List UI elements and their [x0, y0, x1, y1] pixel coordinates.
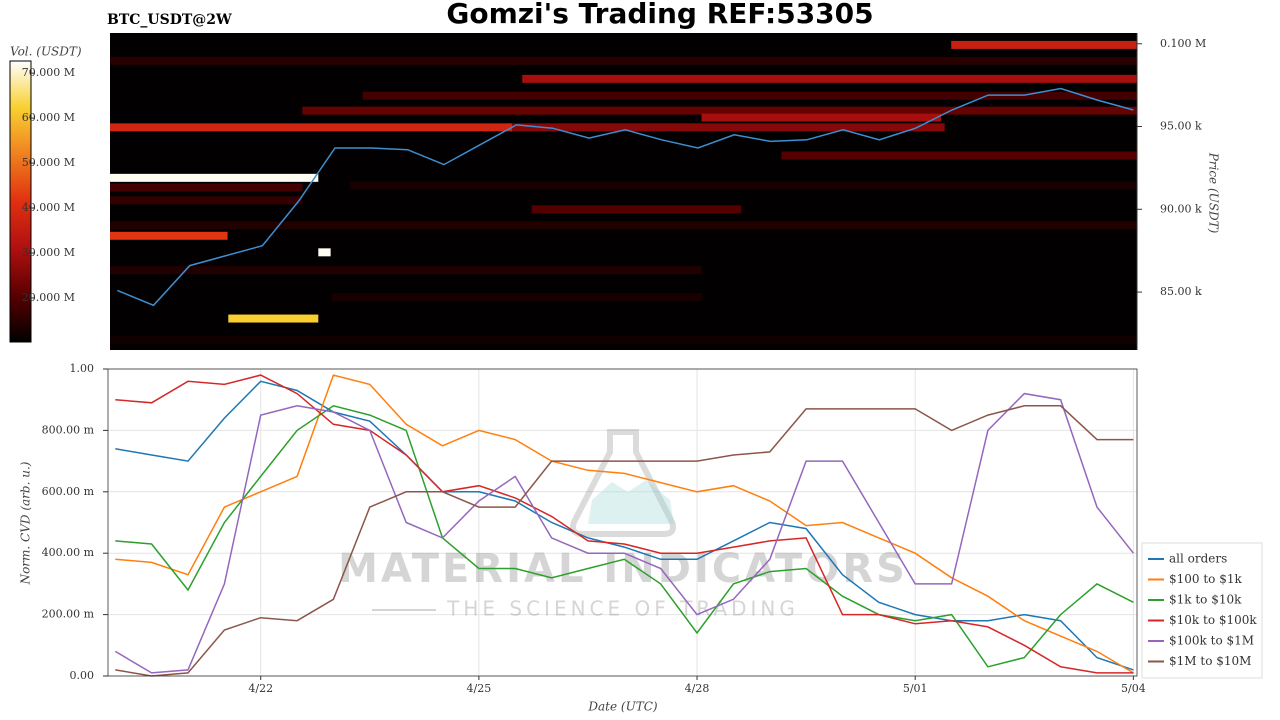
- y-tick-label: 95.00 k: [1160, 120, 1202, 133]
- plot-frame: [107, 368, 1138, 677]
- series-line: [115, 380, 1134, 671]
- colorbar-tick-label: 40.000 M: [22, 201, 75, 214]
- y-tick-label: 400.00 m: [42, 546, 95, 559]
- x-axis-label: Date (UTC): [587, 700, 657, 714]
- y-tick-label: 800.00 m: [42, 423, 95, 436]
- colorbar: [9, 60, 32, 343]
- legend-label: $100k to $1M: [1169, 634, 1254, 648]
- x-tick-label: 4/28: [685, 682, 710, 695]
- heat-cell: [110, 183, 303, 192]
- heat-cell: [781, 151, 1137, 160]
- legend-box: [1141, 542, 1263, 679]
- heat-cell: [318, 248, 331, 257]
- heat-cell: [110, 221, 1137, 230]
- legend-label: $1k to $10k: [1169, 593, 1242, 607]
- y-tick-label: 200.00 m: [42, 608, 95, 621]
- legend-label: $10k to $100k: [1169, 613, 1257, 627]
- series-line: [115, 374, 1134, 674]
- legend-label: $100 to $1k: [1169, 572, 1242, 586]
- y-tick-label: 1.00: [70, 362, 95, 375]
- heat-cell: [110, 231, 228, 240]
- heat-cell: [362, 91, 1138, 100]
- heat-cell: [512, 123, 945, 132]
- heat-cell: [701, 113, 942, 122]
- heat-cell: [110, 266, 702, 275]
- heat-cell: [110, 123, 513, 132]
- colorbar-tick-label: 60.000 M: [22, 111, 75, 124]
- x-tick-label: 5/01: [903, 682, 928, 695]
- series-line: [115, 374, 1134, 674]
- heat-cell: [110, 56, 1137, 65]
- heat-cell: [110, 196, 303, 205]
- heat-cell: [302, 106, 1137, 115]
- heat-cell: [951, 40, 1137, 49]
- heat-cell: [110, 173, 319, 182]
- watermark-text: THE SCIENCE OF TRADING: [446, 597, 799, 621]
- colorbar-tick-label: 50.000 M: [22, 156, 75, 169]
- chart-subtitle: BTC_USDT@2W: [107, 12, 232, 28]
- y-axis-label: Price (USDT): [1207, 152, 1221, 234]
- y-axis-label: Norm. CVD (arb. u.): [19, 461, 33, 585]
- y-tick-label: 0.00: [70, 669, 95, 682]
- heat-cell: [332, 293, 702, 302]
- watermark-flask: [570, 429, 676, 537]
- heat-cell: [228, 314, 319, 323]
- legend-label: $1M to $10M: [1169, 654, 1251, 668]
- legend-label: all orders: [1169, 552, 1227, 566]
- price-line: [117, 87, 1134, 307]
- x-tick-label: 4/25: [467, 682, 492, 695]
- series-line: [114, 392, 1134, 674]
- heat-cell: [531, 205, 742, 214]
- series-line: [115, 405, 1134, 677]
- y-tick-label: 0.100 M: [1160, 37, 1206, 50]
- y-tick-label: 90.00 k: [1160, 202, 1202, 215]
- watermark-flask-fill: [588, 480, 674, 524]
- colorbar-tick-label: 20.000 M: [22, 291, 75, 304]
- chart-title: Gomzi's Trading REF:53305: [446, 0, 873, 30]
- series-line: [115, 404, 1134, 668]
- colorbar-label: Vol. (USDT): [10, 45, 82, 59]
- heat-cell: [110, 336, 1137, 345]
- x-tick-label: 4/22: [248, 682, 273, 695]
- y-tick-label: 600.00 m: [42, 485, 95, 498]
- colorbar-tick-label: 30.000 M: [22, 246, 75, 259]
- colorbar-tick-label: 70.000 M: [22, 66, 75, 79]
- heat-cell: [522, 74, 1137, 83]
- heat-cell: [349, 181, 1138, 190]
- y-tick-label: 85.00 k: [1160, 285, 1202, 298]
- x-tick-label: 5/04: [1121, 682, 1146, 695]
